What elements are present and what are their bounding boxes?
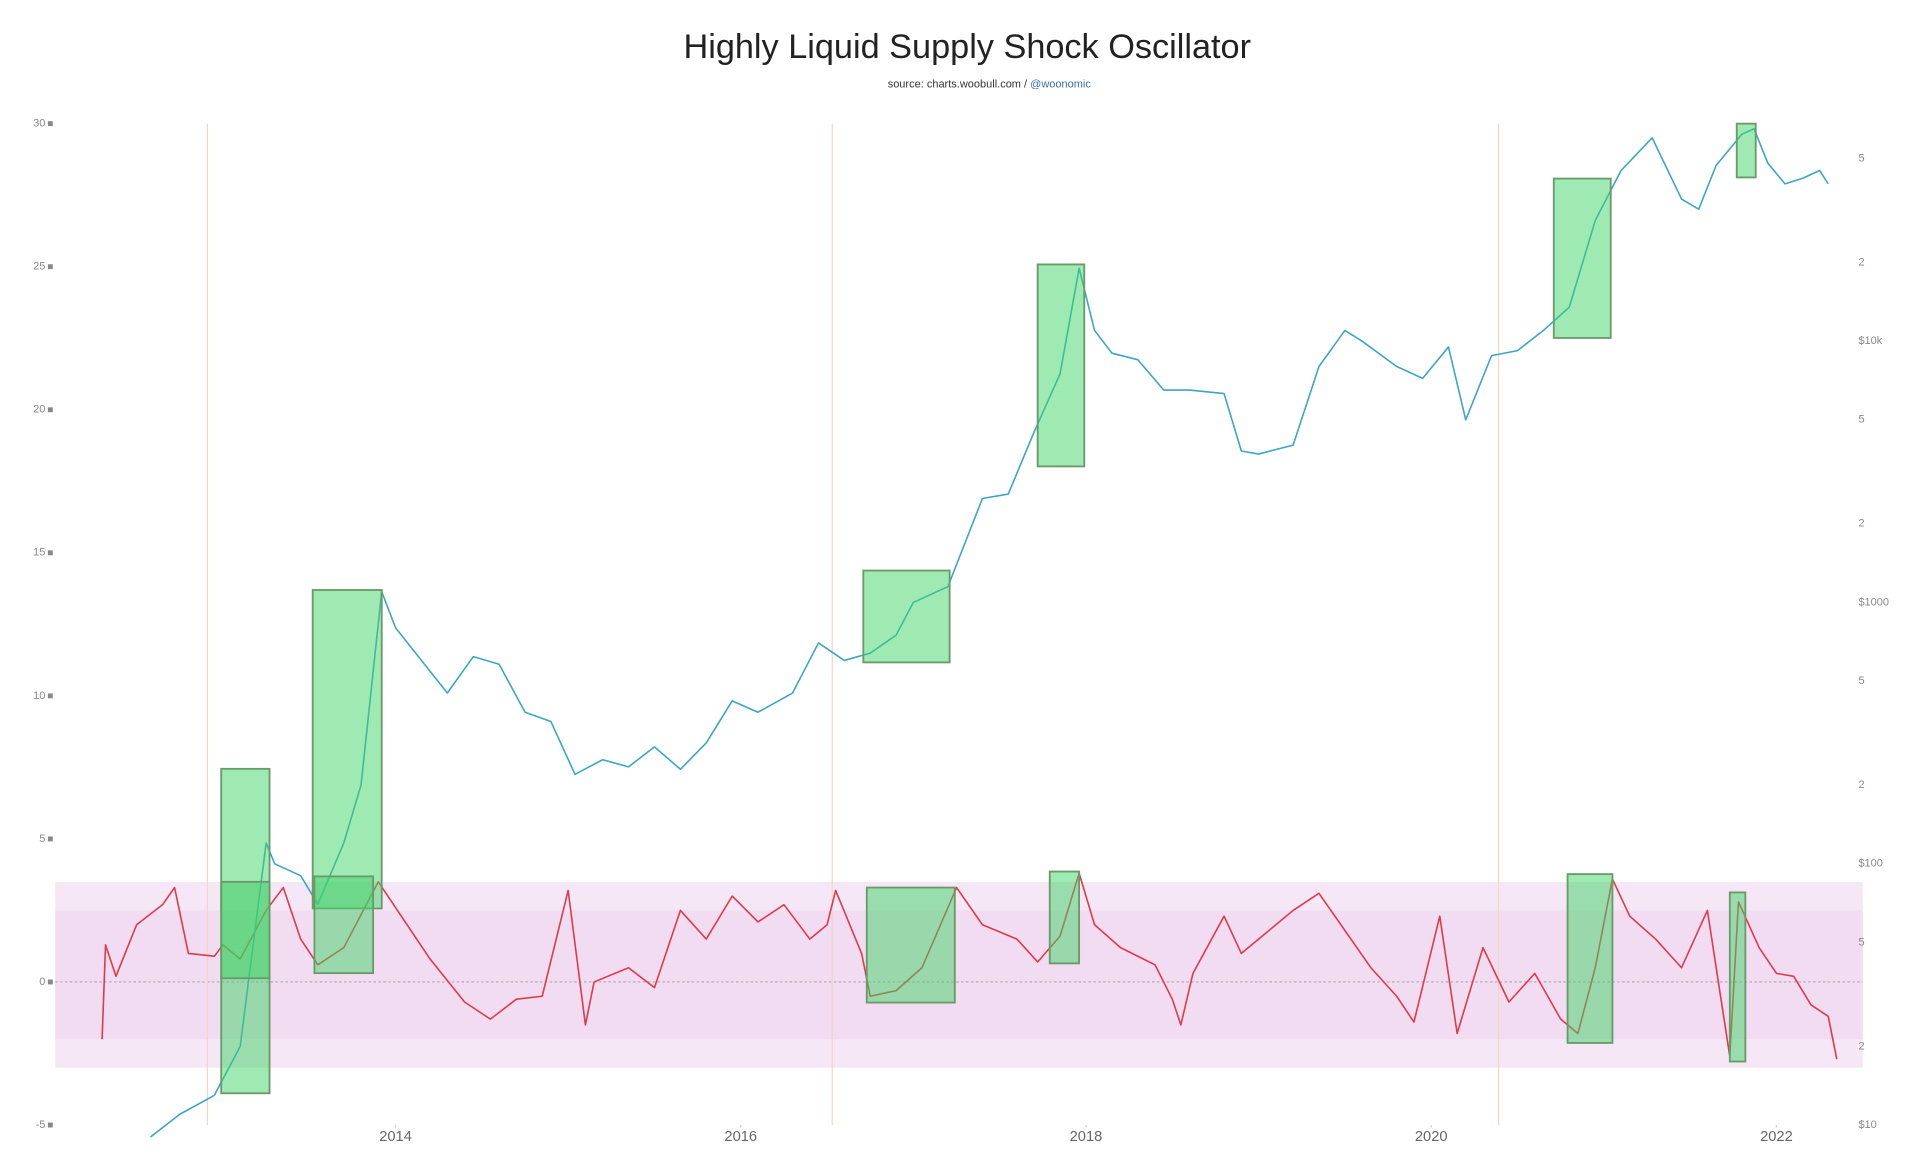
chart-title: Highly Liquid Supply Shock Oscillator [683, 28, 1251, 66]
y-tick-label: -5 [36, 1119, 46, 1131]
highlight-box [220, 880, 271, 980]
y2-tick-label: $10k [1858, 335, 1882, 347]
x-tick-label: 2022 [1760, 1129, 1793, 1145]
source-text: source: charts.woobull.com / [888, 78, 1030, 90]
highlight-box [1566, 873, 1614, 1044]
y2-tick-label: $1000 [1858, 596, 1889, 608]
x-tick-label: 2018 [1070, 1129, 1103, 1145]
y2-tick-label: 5 [1858, 936, 1864, 948]
highlight-box [865, 886, 956, 1004]
y-tick-mark [47, 407, 53, 413]
y-tick-label: 5 [39, 833, 45, 845]
y2-tick-label: 2 [1858, 256, 1864, 268]
highlight-box [1552, 177, 1612, 339]
y-tick-mark [47, 550, 53, 556]
y2-tick-label: 2 [1858, 1040, 1864, 1052]
y2-tick-label: 5 [1858, 675, 1864, 687]
y-tick-label: 15 [33, 547, 45, 559]
y-tick-mark [47, 693, 53, 699]
highlight-box [862, 569, 951, 664]
y2-tick-label: $100 [1858, 858, 1882, 870]
y2-tick-label: 2 [1858, 779, 1864, 791]
x-tick-label: 2016 [724, 1129, 757, 1145]
y-tick-label: 30 [33, 118, 45, 130]
y-tick-mark [47, 121, 53, 127]
highlight-box [313, 875, 375, 975]
highlight-box [1036, 263, 1086, 468]
y-tick-mark [47, 836, 53, 842]
y-tick-label: 25 [33, 261, 45, 273]
highlight-box [311, 589, 383, 910]
y-tick-label: 10 [33, 690, 45, 702]
y-tick-label: 20 [33, 404, 45, 416]
y2-tick-label: $10 [1858, 1119, 1876, 1131]
y2-tick-label: 5 [1858, 152, 1864, 164]
highlight-box [1728, 891, 1747, 1063]
y2-tick-label: 5 [1858, 414, 1864, 426]
chart-source: source: charts.woobull.com / @woonomic [888, 78, 1092, 90]
x-tick-label: 2020 [1415, 1129, 1448, 1145]
y2-tick-label: 2 [1858, 518, 1864, 530]
highlight-box [1735, 122, 1757, 179]
source-handle[interactable]: @woonomic [1030, 78, 1091, 90]
highlight-box [1048, 870, 1081, 965]
y-tick-label: 0 [39, 976, 45, 988]
y-tick-mark [47, 1122, 53, 1128]
y-tick-mark [47, 264, 53, 270]
y-tick-mark [47, 979, 53, 985]
x-tick-label: 2014 [379, 1129, 412, 1145]
